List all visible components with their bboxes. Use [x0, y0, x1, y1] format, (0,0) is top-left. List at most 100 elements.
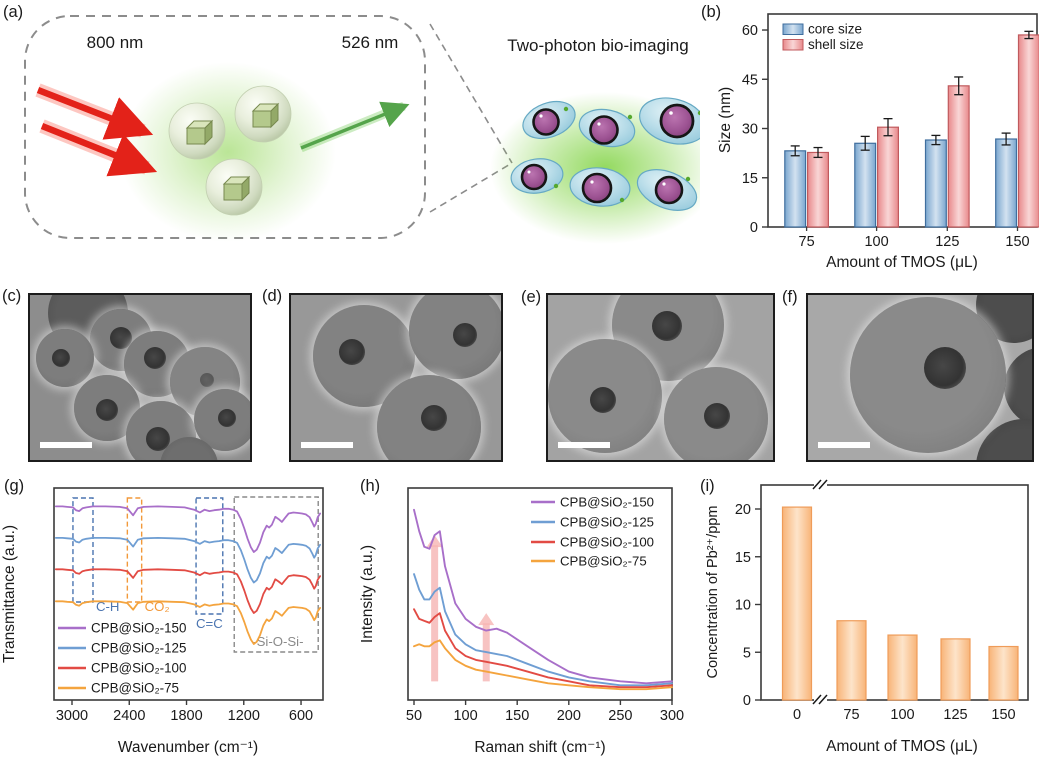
nanoparticle: [850, 297, 1006, 453]
panel-a-illustration: [24, 15, 700, 244]
x-tick-label: 3000: [56, 708, 88, 724]
x-axis-title: Raman shift (cm⁻¹): [474, 739, 605, 756]
nanoparticle-spheres: [168, 85, 292, 216]
y-tick-label: 10: [735, 598, 751, 614]
x-axis-title: Amount of TMOS (μL): [826, 738, 978, 755]
legend-swatch: [782, 39, 804, 51]
annotation-label: C=C: [196, 616, 223, 631]
bar: [781, 506, 813, 701]
spectrum-curve: [54, 600, 322, 645]
emission-arrow-icon: [299, 101, 410, 153]
panel-f-label: (f): [782, 288, 798, 306]
x-tick-label: 100: [864, 234, 888, 250]
legend-item: CPB@SiO₂-75: [560, 554, 647, 569]
x-tick-label: 2400: [113, 708, 145, 724]
y-axis-title: Transmittance (a.u.): [1, 525, 18, 663]
legend-item: CPB@SiO₂-150: [560, 495, 654, 510]
axis-break: [814, 695, 827, 705]
y-tick-label: 15: [742, 171, 758, 187]
legend-item: CPB@SiO₂-125: [560, 515, 654, 530]
annotation-label: CO₂: [145, 599, 170, 614]
panel-a-label: (a): [3, 3, 24, 21]
nanoparticle: [74, 375, 140, 441]
nanoparticle: [548, 339, 662, 453]
x-tick-label: 75: [843, 707, 859, 723]
y-tick-label: 15: [735, 550, 751, 566]
axis-break: [814, 480, 827, 490]
raman-spectra-chart: 50 100 150 200 250 300 Raman shift (cm⁻¹) Inten…: [359, 487, 684, 756]
nucleus-highlights: [527, 111, 673, 186]
annotation-label: -Si-O-Si-: [252, 634, 303, 649]
bar: [995, 138, 1018, 228]
x-tick-label: 150: [991, 707, 1015, 723]
cell-cluster: [510, 97, 700, 211]
up-arrow-icon: [478, 613, 495, 626]
panel-g-label: (g): [4, 477, 25, 495]
x-tick-label: 50: [406, 708, 422, 724]
nanoparticle: [160, 437, 218, 460]
cell-dots: [553, 106, 700, 203]
bar: [784, 150, 807, 228]
plot-frame: [407, 487, 673, 701]
bar: [887, 634, 918, 701]
tem-image-f: [806, 293, 1034, 462]
pb-concentration-bar-chart: 0 5 10 15 20 Concentration of Pb²⁺/ppm 0 75 100 1…: [705, 479, 1029, 755]
y-tick-label: 20: [735, 502, 751, 518]
ftir-spectra-chart: 3000 2400 1800 1200 600 Wavenumber (cm⁻¹) Tran…: [1, 487, 324, 756]
y-axis-title: Size (nm): [717, 87, 734, 153]
x-tick-label: 600: [289, 708, 313, 724]
x-tick-label: 100: [453, 708, 477, 724]
annotation-box: [233, 496, 319, 653]
nanoparticle: [36, 329, 94, 387]
annotation-box: [195, 497, 224, 615]
tem-image-d: [289, 293, 503, 462]
x-tick-label: 1200: [228, 708, 260, 724]
panel-c-label: (c): [2, 287, 22, 305]
bar: [877, 126, 900, 228]
legend-item: CPB@SiO₂-75: [91, 681, 179, 696]
y-tick-label: 5: [743, 645, 751, 661]
raman-curve: [413, 608, 673, 689]
x-axis-title: Wavenumber (cm⁻¹): [118, 739, 258, 756]
x-tick-label: 1800: [170, 708, 202, 724]
panel-b-label: (b): [701, 3, 722, 21]
annotation-box: [126, 497, 143, 603]
bar: [947, 85, 970, 228]
plot-frame: [53, 487, 324, 701]
bar: [940, 638, 971, 701]
fluorescence-glow: [120, 62, 336, 242]
bar: [836, 620, 867, 701]
scale-bar: [558, 442, 610, 448]
scale-bar: [301, 442, 353, 448]
x-tick-label: 0: [793, 707, 801, 723]
panel-i-label: (i): [700, 477, 715, 495]
annotation-box: [72, 497, 94, 603]
legend-item: core size: [808, 22, 862, 37]
excitation-wavelength-label: 800 nm: [86, 33, 144, 52]
x-tick-label: 75: [799, 234, 815, 250]
x-tick-label: 150: [1005, 234, 1029, 250]
spectrum-curve: [54, 568, 322, 614]
raman-curve: [413, 573, 673, 687]
y-tick-label: 60: [742, 23, 758, 39]
legend-item: CPB@SiO₂-150: [91, 621, 186, 636]
axis-break: [818, 694, 828, 705]
x-tick-label: 100: [890, 707, 914, 723]
x-axis-title: Amount of TMOS (μL): [826, 254, 978, 271]
legend-swatch: [782, 23, 804, 35]
legend-item: CPB@SiO₂-100: [560, 535, 654, 550]
y-tick-label: 0: [750, 220, 758, 236]
y-axis-title: Concentration of Pb²⁺/ppm: [705, 506, 721, 679]
size-bar-chart: 0 15 30 45 60 Size (nm) 75 100 125 150 Amount of T…: [717, 13, 1039, 271]
bar: [988, 645, 1019, 701]
raman-curve: [413, 508, 673, 685]
legend-item: CPB@SiO₂-125: [91, 641, 186, 656]
y-axis-title: Intensity (a.u.): [359, 545, 376, 643]
nanoparticle: [1004, 347, 1032, 427]
legend-item: shell size: [808, 37, 864, 52]
y-tick-label: 0: [743, 693, 751, 709]
bar: [924, 139, 947, 228]
bar: [854, 142, 877, 228]
panel-e-label: (e): [521, 288, 542, 306]
